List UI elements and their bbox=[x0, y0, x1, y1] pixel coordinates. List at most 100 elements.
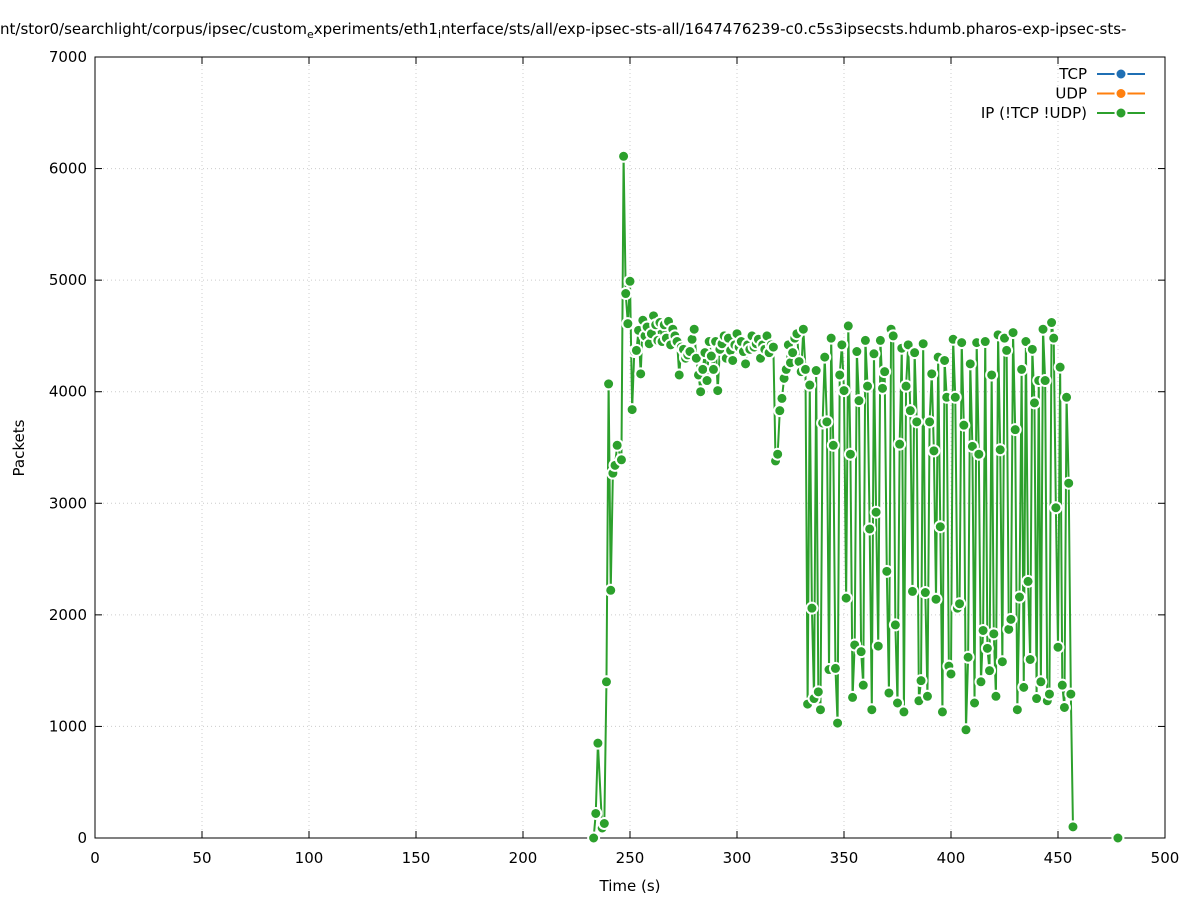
data-point bbox=[773, 404, 787, 418]
x-tick-label: 0 bbox=[90, 849, 100, 867]
data-point bbox=[843, 447, 857, 461]
x-tick-label: 400 bbox=[937, 849, 966, 867]
data-point bbox=[1066, 820, 1080, 834]
series-line bbox=[594, 156, 1118, 838]
data-point bbox=[871, 639, 885, 653]
data-point bbox=[837, 384, 851, 398]
data-point bbox=[704, 349, 718, 363]
data-point bbox=[841, 319, 855, 333]
data-point bbox=[923, 415, 937, 429]
data-point bbox=[696, 362, 710, 376]
data-point bbox=[1006, 326, 1020, 340]
x-tick-label: 200 bbox=[509, 849, 538, 867]
data-point bbox=[811, 685, 825, 699]
data-point bbox=[818, 350, 832, 364]
data-point bbox=[980, 641, 994, 655]
data-point bbox=[972, 447, 986, 461]
data-point bbox=[861, 379, 875, 393]
data-point bbox=[1053, 360, 1067, 374]
data-point bbox=[831, 716, 845, 730]
data-point bbox=[938, 353, 952, 367]
data-point bbox=[617, 149, 631, 163]
data-point bbox=[1034, 675, 1048, 689]
y-axis-label: Packets bbox=[10, 419, 28, 476]
data-point bbox=[587, 831, 601, 845]
x-tick-label: 50 bbox=[192, 849, 211, 867]
y-tick-label: 5000 bbox=[49, 271, 87, 289]
data-point bbox=[1021, 574, 1035, 588]
data-point bbox=[1038, 374, 1052, 388]
legend-swatch-point bbox=[1114, 106, 1128, 120]
data-point bbox=[700, 374, 714, 388]
y-tick-label: 4000 bbox=[49, 383, 87, 401]
data-point bbox=[1017, 680, 1031, 694]
data-point bbox=[891, 696, 904, 710]
data-point bbox=[1055, 678, 1069, 692]
data-point bbox=[959, 723, 973, 737]
data-point bbox=[856, 678, 870, 692]
data-point bbox=[873, 333, 887, 347]
x-tick-label: 350 bbox=[830, 849, 859, 867]
data-point bbox=[963, 357, 977, 371]
data-point bbox=[828, 661, 842, 675]
data-point bbox=[839, 591, 853, 605]
x-tick-label: 100 bbox=[295, 849, 324, 867]
data-point bbox=[619, 287, 633, 301]
data-point bbox=[625, 403, 639, 417]
chart-title: nt/stor0/searchlight/corpus/ipsec/custom… bbox=[0, 20, 1126, 41]
data-point bbox=[957, 418, 971, 432]
data-point bbox=[786, 346, 800, 360]
data-point bbox=[865, 703, 879, 717]
x-tick-label: 250 bbox=[616, 849, 645, 867]
data-point bbox=[852, 394, 866, 408]
data-point bbox=[805, 601, 819, 615]
legend-swatch-point bbox=[1114, 87, 1128, 100]
data-point bbox=[995, 655, 1009, 669]
data-point bbox=[944, 667, 958, 681]
data-point bbox=[933, 520, 947, 534]
y-tick-label: 0 bbox=[77, 829, 87, 847]
data-point bbox=[711, 384, 725, 398]
data-point bbox=[706, 362, 720, 376]
data-point bbox=[739, 357, 753, 371]
data-point bbox=[878, 365, 892, 379]
x-tick-label: 150 bbox=[402, 849, 431, 867]
data-point bbox=[1111, 831, 1125, 845]
data-point bbox=[869, 505, 883, 519]
data-point bbox=[614, 453, 628, 467]
legend-label: UDP bbox=[1055, 85, 1087, 103]
data-point bbox=[771, 447, 785, 461]
data-point bbox=[694, 385, 708, 399]
legend-label: TCP bbox=[1058, 65, 1087, 83]
data-point bbox=[850, 345, 864, 359]
data-point bbox=[589, 806, 603, 820]
data-point bbox=[634, 367, 648, 381]
data-point bbox=[985, 368, 999, 382]
data-point bbox=[798, 362, 812, 376]
data-point bbox=[1015, 362, 1029, 376]
data-point bbox=[599, 675, 613, 689]
data-point bbox=[1047, 331, 1061, 345]
data-point bbox=[1042, 687, 1056, 701]
data-point bbox=[1030, 692, 1044, 706]
data-point bbox=[993, 443, 1007, 457]
x-tick-label: 300 bbox=[723, 849, 752, 867]
data-point bbox=[914, 674, 928, 688]
data-point bbox=[629, 343, 643, 357]
data-point bbox=[987, 627, 1001, 641]
data-point bbox=[899, 379, 913, 393]
data-point bbox=[687, 322, 701, 336]
data-point bbox=[846, 690, 860, 704]
title-part: nterface/sts/all/exp-ipsec-sts-all/16474… bbox=[441, 20, 1126, 38]
data-point bbox=[948, 390, 962, 404]
legend-label: IP (!TCP !UDP) bbox=[981, 104, 1087, 122]
data-point bbox=[961, 650, 975, 664]
x-tick-label: 500 bbox=[1151, 849, 1180, 867]
data-point bbox=[897, 705, 911, 719]
data-point bbox=[1060, 390, 1074, 404]
data-point bbox=[803, 378, 817, 392]
data-point bbox=[1010, 703, 1024, 717]
x-tick-label: 450 bbox=[1044, 849, 1073, 867]
